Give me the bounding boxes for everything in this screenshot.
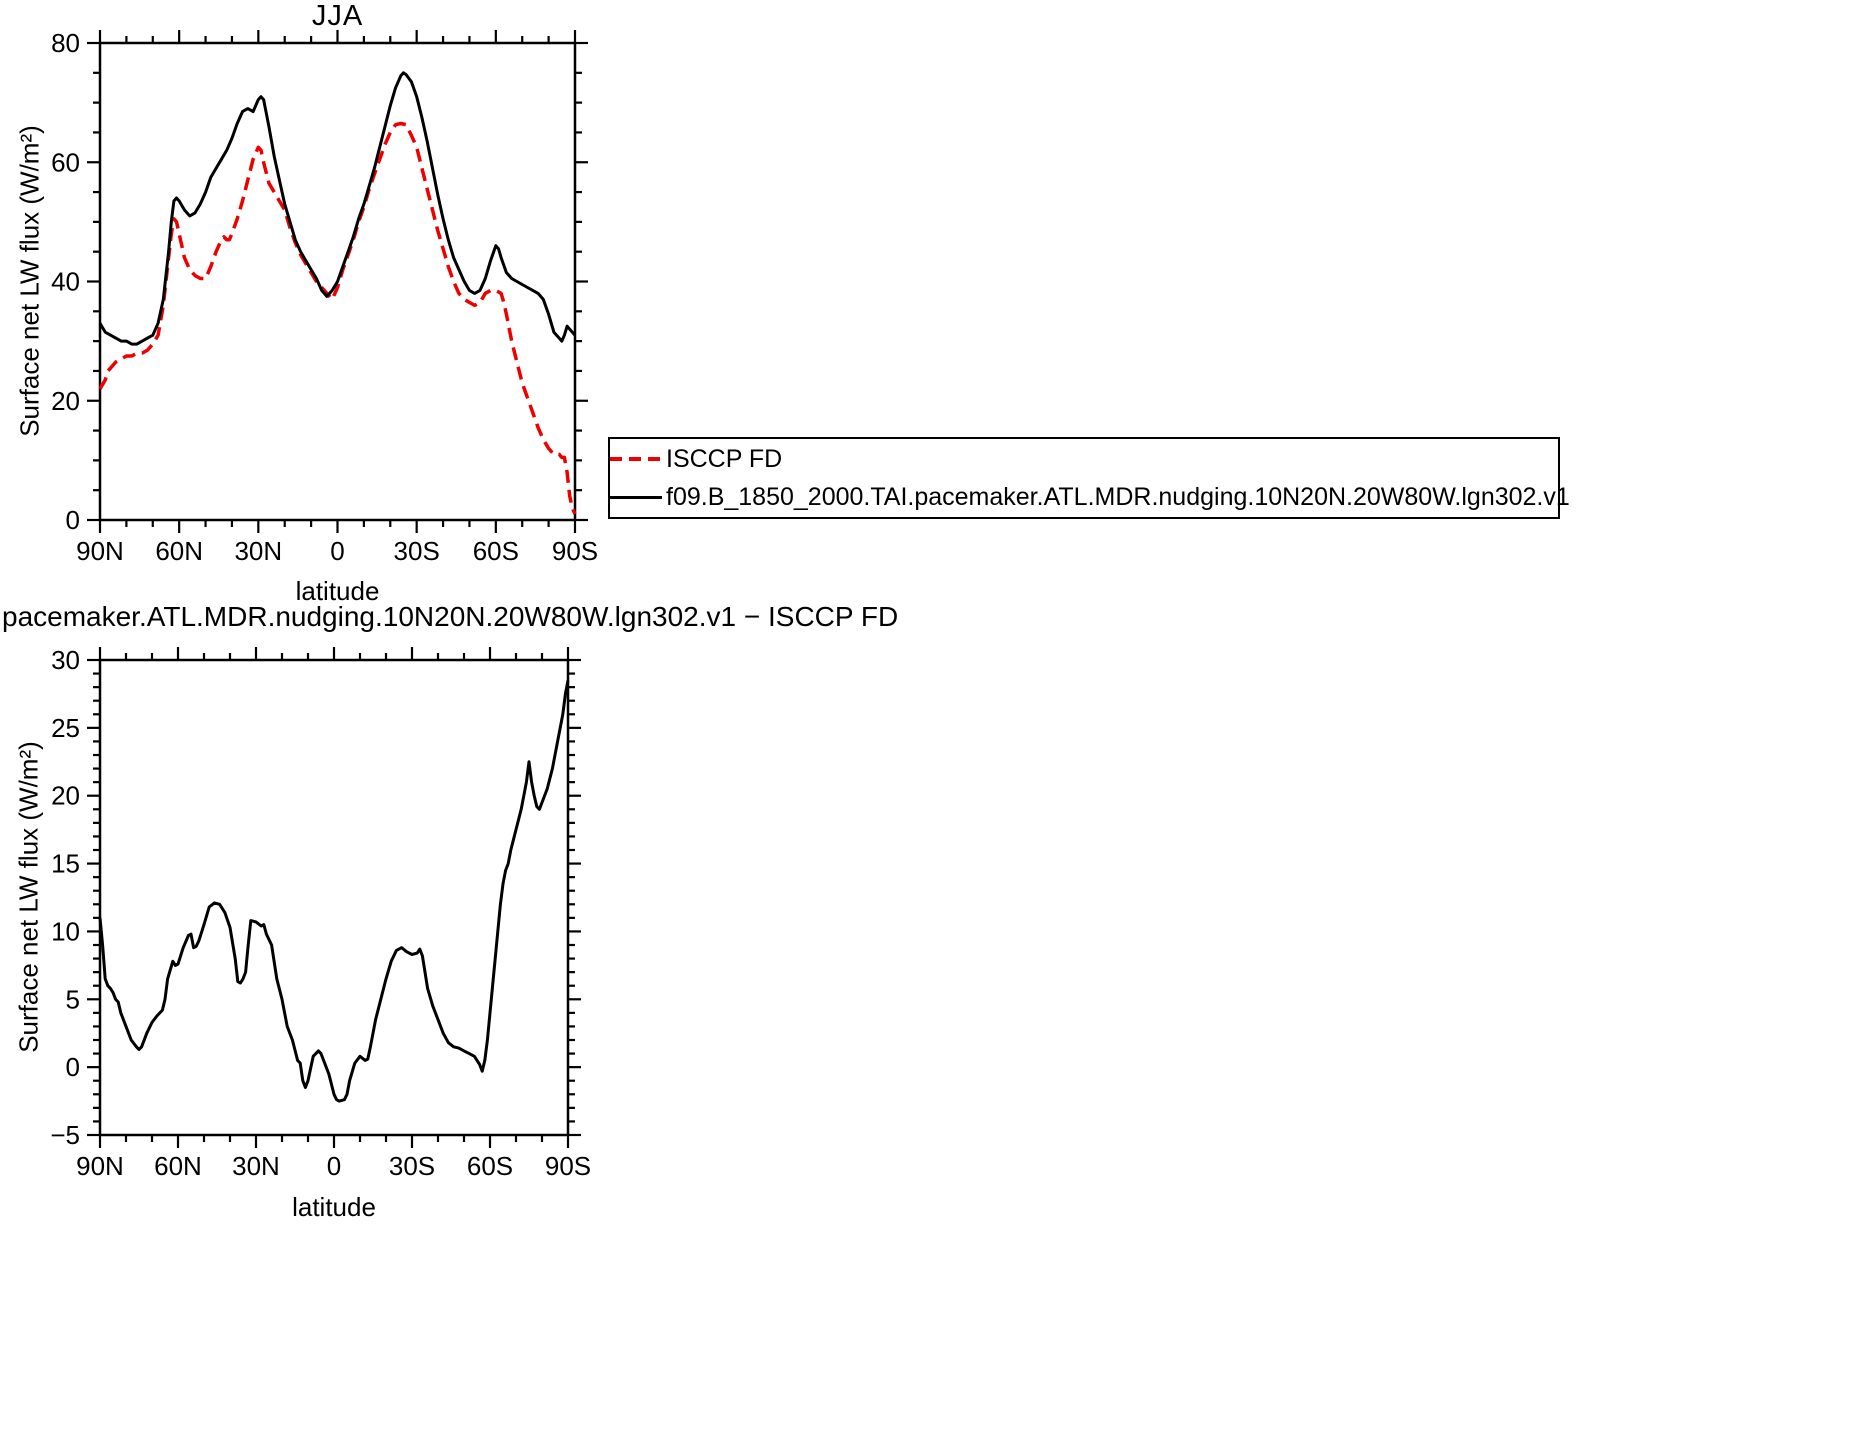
svg-text:90S: 90S <box>545 1151 591 1181</box>
svg-text:0: 0 <box>66 1052 80 1082</box>
svg-text:80: 80 <box>51 28 80 58</box>
svg-text:15: 15 <box>51 849 80 879</box>
black-solid-line-sample-icon <box>610 495 662 499</box>
svg-text:60N: 60N <box>155 536 203 566</box>
svg-text:60: 60 <box>51 147 80 177</box>
svg-text:20: 20 <box>51 386 80 416</box>
bottom-chart-title: pacemaker.ATL.MDR.nudging.10N20N.20W80W.… <box>2 601 899 632</box>
svg-text:60S: 60S <box>467 1151 513 1181</box>
red-dashed-line-sample-icon <box>610 457 662 461</box>
top-chart-x-axis-label: latitude <box>295 576 380 606</box>
svg-text:0: 0 <box>327 1151 341 1181</box>
svg-text:90S: 90S <box>552 536 598 566</box>
top-chart-canvas: 90N 60N 30N 0 30S 60S 90S 0 20 40 60 80 <box>51 28 598 566</box>
svg-text:30S: 30S <box>394 536 440 566</box>
svg-text:30N: 30N <box>232 1151 280 1181</box>
svg-text:30: 30 <box>51 645 80 675</box>
top-chart-title: JJA <box>311 0 364 32</box>
legend-box: ISCCP FD f09.B_1850_2000.TAI.pacemaker.A… <box>608 437 1570 519</box>
legend-label-isccp: ISCCP FD <box>666 444 783 473</box>
legend-entry-model: f09.B_1850_2000.TAI.pacemaker.ATL.MDR.nu… <box>610 479 1570 515</box>
legend-entry-isccp: ISCCP FD <box>610 441 1558 477</box>
svg-text:30N: 30N <box>234 536 282 566</box>
bottom-chart-x-axis-label: latitude <box>292 1192 376 1222</box>
svg-text:90N: 90N <box>76 1151 124 1181</box>
svg-text:25: 25 <box>51 713 80 743</box>
svg-text:40: 40 <box>51 267 80 297</box>
legend-label-model: f09.B_1850_2000.TAI.pacemaker.ATL.MDR.nu… <box>666 482 1570 511</box>
svg-text:90N: 90N <box>76 536 124 566</box>
bottom-chart-canvas: 90N 60N 30N 0 30S 60S 90S 30 25 20 15 10 5 0 −5 <box>50 645 591 1181</box>
svg-text:5: 5 <box>66 984 80 1014</box>
svg-text:0: 0 <box>66 505 80 535</box>
svg-text:0: 0 <box>330 536 344 566</box>
svg-text:−5: −5 <box>50 1120 80 1150</box>
svg-text:20: 20 <box>51 781 80 811</box>
svg-text:30S: 30S <box>389 1151 435 1181</box>
svg-text:60N: 60N <box>154 1151 202 1181</box>
svg-text:10: 10 <box>51 916 80 946</box>
svg-text:60S: 60S <box>473 536 519 566</box>
